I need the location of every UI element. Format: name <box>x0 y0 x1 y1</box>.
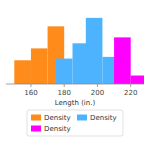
legend-label: Density <box>44 114 71 122</box>
x-tick <box>130 84 131 87</box>
legend-label: Density <box>90 114 117 122</box>
chart: 160180200220Length (in.)DensityDensityDe… <box>0 0 150 150</box>
legend-frame <box>27 110 123 136</box>
bars <box>14 18 144 84</box>
legend-label: Density <box>44 125 71 133</box>
legend-swatch <box>31 115 41 121</box>
bar <box>131 76 144 84</box>
x-axis-label: Length (in.) <box>55 99 96 107</box>
x-tick <box>64 84 65 87</box>
legend-swatch <box>31 126 41 132</box>
x-tick-label: 220 <box>124 89 137 97</box>
x-tick <box>97 84 98 87</box>
bar <box>114 37 131 84</box>
x-tick-label: 160 <box>24 89 37 97</box>
x-tick-label: 200 <box>91 89 104 97</box>
bar <box>31 48 48 84</box>
bar <box>56 59 73 84</box>
x-tick <box>30 84 31 87</box>
bar <box>86 18 103 84</box>
legend: Density Density Density <box>27 110 123 136</box>
x-tick-label: 180 <box>58 89 71 97</box>
bar <box>14 60 31 84</box>
x-axis <box>6 84 144 85</box>
legend-swatch <box>77 115 87 121</box>
